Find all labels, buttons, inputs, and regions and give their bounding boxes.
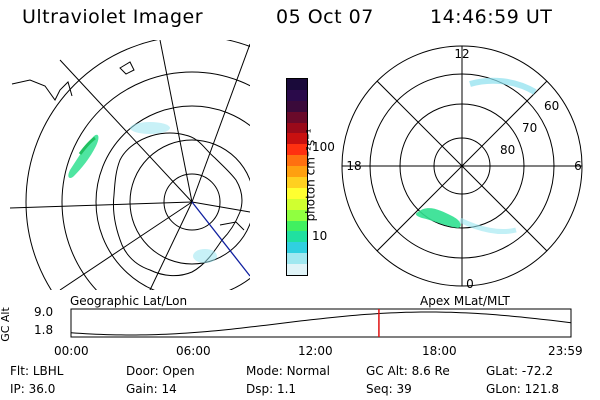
- aurora-emission: [193, 249, 217, 263]
- colorbar-swatch: [287, 144, 307, 156]
- status-gc-alt: GC Alt: 8.6 Re: [366, 364, 450, 378]
- aurora-emission: [415, 208, 461, 228]
- mlat-label: 70: [522, 121, 537, 135]
- status-filter: Flt: LBHL: [10, 364, 64, 378]
- status-gain: Gain: 14: [126, 382, 177, 396]
- image-date: 05 Oct 07: [276, 6, 374, 28]
- intensity-colorbar: [286, 78, 308, 276]
- sun-direction-line: [191, 201, 250, 277]
- colorbar-swatch: [287, 155, 307, 167]
- mlt-spoke: [376, 80, 548, 252]
- mlat-label: 80: [500, 143, 515, 157]
- status-seq: Seq: 39: [366, 382, 412, 396]
- instrument-title: Ultraviolet Imager: [22, 6, 204, 28]
- altitude-axis-label: GC Alt: [0, 307, 12, 342]
- geographic-projection-plot: [10, 40, 250, 290]
- altitude-tick: 9.0: [34, 305, 54, 319]
- colorbar-tick: 100: [312, 140, 335, 154]
- colorbar-swatch: [287, 177, 307, 188]
- colorbar-swatch: [287, 79, 307, 90]
- aurora-emission: [68, 134, 99, 178]
- mlt-label-left: 18: [346, 159, 361, 173]
- coastline-fragment: [11, 79, 73, 101]
- colorbar-tick: 10: [312, 229, 328, 243]
- aurora-emission: [458, 217, 517, 235]
- colorbar-swatch: [287, 111, 307, 123]
- colorbar-swatch: [287, 253, 307, 265]
- meridian: [59, 59, 193, 203]
- colorbar-swatch: [287, 220, 307, 232]
- colorbar-swatch: [287, 209, 307, 221]
- status-glon: GLon: 121.8: [486, 382, 559, 396]
- colorbar-swatch: [287, 231, 307, 243]
- status-glat: GLat: -72.2: [486, 364, 553, 378]
- aurora-emission: [130, 122, 170, 134]
- colorbar-swatch: [287, 264, 307, 276]
- colorbar-swatch: [287, 100, 307, 112]
- time-tick: 12:00: [298, 344, 333, 358]
- status-ip: IP: 36.0: [10, 382, 56, 396]
- time-tick: 18:00: [422, 344, 457, 358]
- colorbar-swatch: [287, 166, 307, 178]
- coastline-fragment: [219, 221, 245, 231]
- colorbar-swatch: [287, 198, 307, 210]
- altitude-strip-plot: [70, 308, 572, 338]
- meridian: [191, 43, 250, 203]
- mlt-label-bottom: 0: [466, 277, 474, 290]
- time-tick: 06:00: [176, 344, 211, 358]
- altitude-strip-frame: [70, 308, 572, 338]
- colorbar-swatch: [287, 187, 307, 199]
- meridian: [59, 201, 193, 290]
- lat-circle: [163, 173, 221, 231]
- meridian: [149, 201, 193, 290]
- time-tick: 00:00: [54, 344, 89, 358]
- lat-circle: [129, 139, 250, 265]
- left-panel-caption: Geographic Lat/Lon: [70, 294, 188, 308]
- aurora-emission: [78, 136, 96, 155]
- aurora-emission: [469, 77, 537, 95]
- image-time: 14:46:59 UT: [430, 6, 553, 28]
- time-tick: 23:59: [548, 344, 583, 358]
- mlt-label-right: 6: [574, 159, 582, 173]
- colorbar-swatch: [287, 133, 307, 145]
- colorbar-swatch: [287, 89, 307, 101]
- lat-circle: [61, 71, 250, 290]
- status-dsp: Dsp: 1.1: [246, 382, 297, 396]
- colorbar-swatch: [287, 122, 307, 134]
- mlt-label-top: 12: [454, 47, 469, 61]
- mlat-label: 60: [544, 99, 559, 113]
- lat-circle: [25, 40, 250, 290]
- lat-circle: [95, 105, 250, 290]
- colorbar-swatch: [287, 242, 307, 254]
- colorbar-unit-label: photon cm⁻²s⁻¹: [303, 128, 318, 222]
- right-panel-caption: Apex MLat/MLT: [420, 294, 510, 308]
- altitude-tick: 1.8: [34, 323, 54, 337]
- status-door: Door: Open: [126, 364, 195, 378]
- apex-polar-plot: 12 18 6 0 60 70 80: [341, 45, 583, 290]
- meridian: [10, 201, 193, 209]
- altitude-curve: [70, 311, 572, 336]
- status-mode: Mode: Normal: [246, 364, 330, 378]
- coastline-fragment: [119, 61, 135, 75]
- meridian: [159, 40, 193, 203]
